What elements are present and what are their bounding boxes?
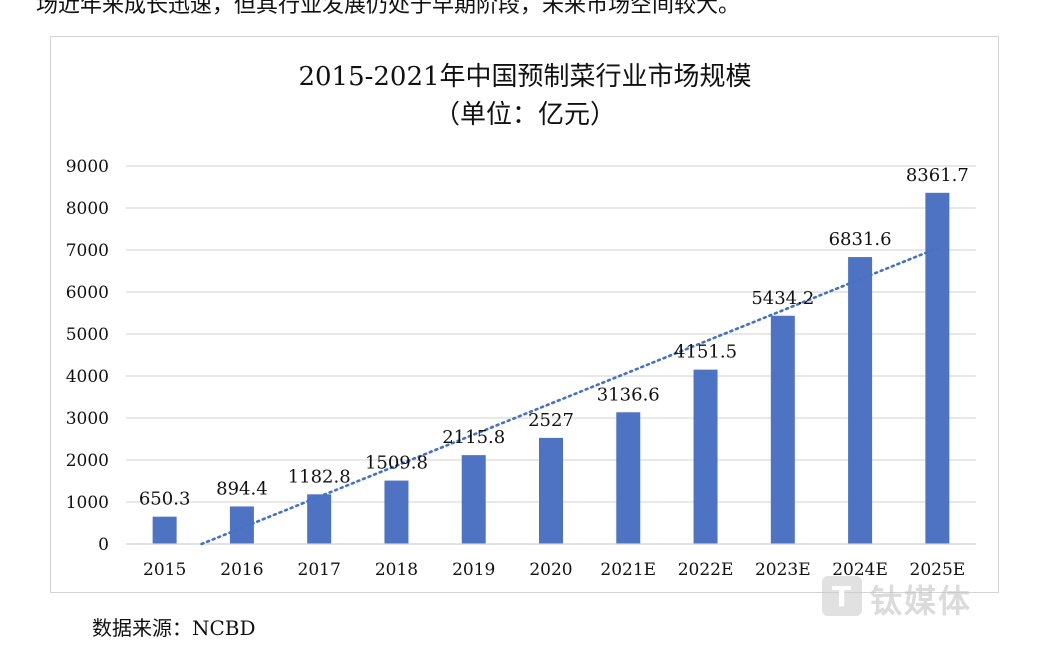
- data-label: 8361.7: [906, 165, 969, 186]
- watermark: T 钛媒体: [822, 572, 1022, 622]
- bar: [152, 516, 177, 544]
- y-tick-label: 3000: [66, 409, 109, 429]
- data-source-note: 数据来源：NCBD: [92, 616, 256, 640]
- bar: [307, 494, 332, 544]
- bar: [461, 455, 486, 544]
- x-tick-label: 2023E: [755, 560, 811, 580]
- data-label: 1509.8: [365, 453, 428, 474]
- data-label: 3136.6: [597, 384, 660, 405]
- data-label: 2527: [528, 410, 574, 431]
- x-tick-label: 2022E: [678, 560, 734, 580]
- x-tick-label: 2024E: [832, 560, 888, 580]
- trendline: [200, 246, 939, 546]
- y-tick-label: 4000: [66, 367, 109, 387]
- y-tick-label: 7000: [66, 241, 109, 261]
- data-label: 4151.5: [674, 342, 737, 363]
- y-tick-label: 0: [98, 535, 109, 555]
- x-tick-label: 2020: [529, 560, 572, 580]
- data-label: 1182.8: [288, 466, 351, 487]
- x-tick-label: 2015: [143, 560, 186, 580]
- context-paragraph-fragment: 场近年来成长迅速，但其行业发展仍处于早期阶段，未来市场空间较大。: [36, 0, 741, 18]
- y-tick-label: 5000: [66, 325, 109, 345]
- data-label: 894.4: [216, 478, 268, 499]
- chart-subtitle: （单位：亿元）: [433, 100, 616, 130]
- x-tick-label: 2025E: [910, 560, 966, 580]
- bar: [229, 506, 254, 544]
- watermark-logo-icon: T: [822, 576, 862, 616]
- x-tick-label: 2017: [298, 560, 341, 580]
- bar: [539, 437, 563, 544]
- bar: [616, 412, 641, 544]
- data-label: 6831.6: [829, 229, 892, 250]
- x-tick-label: 2019: [452, 560, 495, 580]
- x-tick-label: 2021E: [600, 560, 656, 580]
- bar: [848, 257, 873, 544]
- y-tick-label: 2000: [66, 451, 109, 471]
- bar: [693, 369, 718, 544]
- watermark-text: 钛媒体: [870, 582, 973, 620]
- bar: [384, 480, 409, 544]
- chart-title: 2015-2021年中国预制菜行业市场规模: [298, 62, 752, 92]
- y-tick-label: 9000: [66, 157, 109, 177]
- x-tick-label: 2018: [375, 560, 418, 580]
- chart-frame: [50, 36, 999, 593]
- x-tick-label: 2016: [220, 560, 263, 580]
- y-tick-label: 8000: [66, 199, 109, 219]
- data-label: 2115.8: [442, 427, 505, 448]
- bar: [925, 192, 950, 544]
- bar: [770, 315, 795, 544]
- data-label: 5434.2: [751, 288, 814, 309]
- y-tick-label: 6000: [66, 283, 109, 303]
- data-label: 650.3: [139, 489, 191, 510]
- y-tick-label: 1000: [66, 493, 109, 513]
